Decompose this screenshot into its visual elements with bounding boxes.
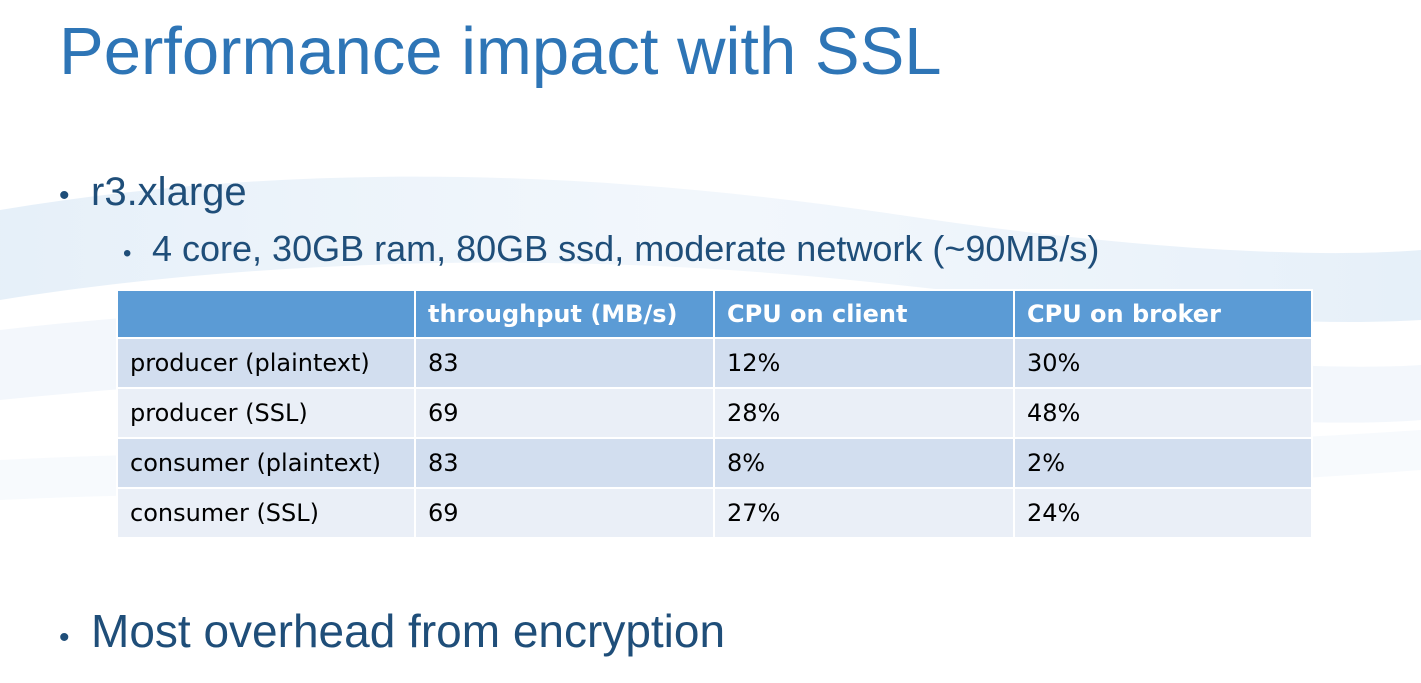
sub-bullet-instance-specs: • 4 core, 30GB ram, 80GB ssd, moderate ne… xyxy=(123,227,1099,276)
table-cell: 2% xyxy=(1013,437,1313,489)
table-cell: 48% xyxy=(1013,387,1313,439)
table-cell: 83 xyxy=(414,337,715,389)
table-cell: producer (SSL) xyxy=(116,387,416,439)
table-row: producer (SSL) 69 28% 48% xyxy=(116,387,1313,439)
table-row: producer (plaintext) 83 12% 30% xyxy=(116,337,1313,389)
slide-title: Performance impact with SSL xyxy=(59,14,942,89)
performance-table: throughput (MB/s) CPU on client CPU on b… xyxy=(116,289,1313,539)
bullet-instance-type: • r3.xlarge xyxy=(59,168,247,220)
bullet-conclusion: • Most overhead from encryption xyxy=(59,604,725,665)
table-cell: 30% xyxy=(1013,337,1313,389)
table-row: consumer (SSL) 69 27% 24% xyxy=(116,487,1313,539)
table-header-cell: CPU on broker xyxy=(1013,289,1313,339)
table-cell: producer (plaintext) xyxy=(116,337,416,389)
table-header-cell: CPU on client xyxy=(713,289,1015,339)
table-cell: 12% xyxy=(713,337,1015,389)
sub-bullet-specs-text: 4 core, 30GB ram, 80GB ssd, moderate net… xyxy=(152,228,1100,269)
table-cell: 28% xyxy=(713,387,1015,439)
bullet-marker: • xyxy=(59,179,70,212)
table-cell: 8% xyxy=(713,437,1015,489)
table-header-cell: throughput (MB/s) xyxy=(414,289,715,339)
table-cell: 69 xyxy=(414,487,715,539)
table-cell: 83 xyxy=(414,437,715,489)
table-header-row: throughput (MB/s) CPU on client CPU on b… xyxy=(116,289,1313,339)
bullet-conclusion-text: Most overhead from encryption xyxy=(91,605,726,657)
table-header-cell xyxy=(116,289,416,339)
table-row: consumer (plaintext) 83 8% 2% xyxy=(116,437,1313,489)
table-cell: 27% xyxy=(713,487,1015,539)
table-cell: 69 xyxy=(414,387,715,439)
table-cell: consumer (SSL) xyxy=(116,487,416,539)
bullet-marker: • xyxy=(123,240,132,267)
table-cell: 24% xyxy=(1013,487,1313,539)
bullet-marker: • xyxy=(59,621,70,654)
table-cell: consumer (plaintext) xyxy=(116,437,416,489)
bullet-instance-text: r3.xlarge xyxy=(91,170,247,214)
